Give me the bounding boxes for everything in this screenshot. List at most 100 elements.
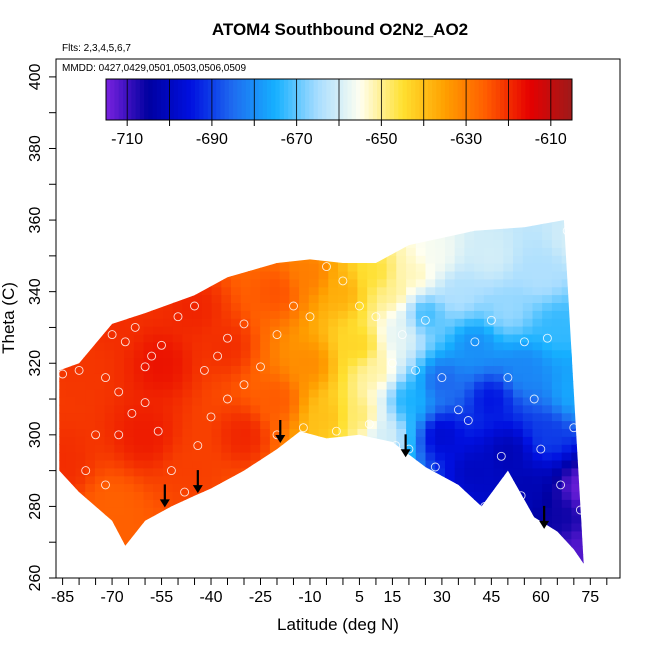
field-cell [367, 562, 378, 564]
observation-point [101, 373, 110, 383]
field-cell [143, 389, 154, 398]
field-cell [163, 562, 174, 564]
field-cell [454, 475, 465, 485]
field-cell [279, 286, 290, 296]
field-cell [386, 538, 397, 548]
field-cell [493, 530, 504, 540]
field-cell [240, 475, 252, 485]
field-cell [124, 499, 135, 508]
field-cell [221, 491, 232, 500]
field-cell [551, 491, 563, 500]
field-cell [474, 483, 485, 492]
field-cell [464, 467, 475, 477]
field-cell [201, 263, 213, 272]
field-cell [357, 570, 367, 579]
field-cell [201, 373, 213, 382]
down-arrow-marker [275, 419, 286, 443]
colorbar-tick-label: -710 [111, 131, 143, 148]
field-cell [231, 499, 242, 508]
field-cell [221, 459, 232, 469]
field-cell [542, 404, 553, 414]
field-cell [386, 530, 397, 540]
field-cell [85, 373, 96, 382]
colorbar-segment [135, 79, 141, 120]
field-cell [522, 483, 534, 492]
field-cell [435, 220, 446, 225]
field-cell [124, 263, 135, 272]
field-cell [513, 365, 524, 374]
field-cell [513, 349, 524, 359]
field-cell [65, 255, 76, 264]
field-cell [124, 294, 135, 303]
field-cell [318, 333, 329, 343]
field-cell [532, 365, 543, 374]
field-cell [269, 278, 281, 288]
colorbar-segment [326, 79, 332, 120]
field-cell [299, 562, 310, 564]
field-cell [289, 255, 300, 264]
field-cell [445, 467, 456, 477]
field-cell [133, 302, 145, 311]
field-cell [105, 570, 115, 579]
field-cell [65, 507, 76, 516]
field-cell [347, 326, 358, 335]
field-cell [95, 570, 105, 579]
colorbar-segment [144, 79, 149, 120]
field-cell [94, 562, 106, 564]
field-cell [153, 294, 164, 303]
field-cell [85, 220, 96, 225]
field-cell [85, 412, 96, 422]
field-cell [464, 220, 475, 225]
field-cell [338, 208, 348, 217]
field-cell [445, 452, 456, 461]
field-cell [347, 538, 358, 548]
field-cell [415, 412, 427, 422]
field-cell [347, 318, 358, 327]
field-cell [163, 231, 174, 240]
field-cell [522, 373, 534, 382]
field-cell [308, 341, 320, 351]
colorbar-segment [402, 79, 408, 120]
field-cell [221, 420, 232, 429]
field-cell [231, 412, 242, 422]
field-cell [182, 499, 193, 508]
field-cell [269, 396, 281, 406]
field-cell [211, 530, 222, 540]
field-cell [474, 546, 485, 555]
field-cell [299, 318, 310, 327]
field-cell [483, 412, 495, 422]
field-cell [532, 357, 543, 366]
field-cell [221, 554, 232, 563]
field-cell [328, 255, 339, 264]
field-cell [260, 420, 271, 429]
field-cell [250, 530, 261, 540]
field-cell [308, 389, 320, 398]
field-cell [591, 515, 601, 524]
field-cell [483, 436, 495, 445]
field-cell [367, 349, 378, 359]
x-tick-label: 75 [581, 589, 599, 606]
field-cell [211, 270, 222, 280]
field-cell [65, 562, 76, 564]
field-cell [542, 507, 553, 516]
field-cell [124, 223, 135, 233]
field-cell [221, 255, 232, 264]
colorbar-segment [339, 79, 344, 120]
field-cell [59, 349, 67, 359]
observation-point [239, 380, 249, 390]
field-cell [454, 231, 465, 240]
field-cell [104, 444, 115, 453]
field-cell [279, 459, 290, 469]
field-cell [59, 239, 67, 248]
field-cell [581, 562, 584, 564]
field-cell [104, 491, 115, 500]
field-cell [445, 404, 456, 414]
colorbar-segment [461, 79, 467, 120]
field-cell [163, 373, 174, 382]
field-cell [367, 412, 378, 422]
field-cell [347, 475, 358, 485]
field-cell [211, 459, 222, 469]
field-cell [211, 349, 222, 359]
field-cell [289, 184, 299, 193]
field-cell [347, 239, 358, 248]
